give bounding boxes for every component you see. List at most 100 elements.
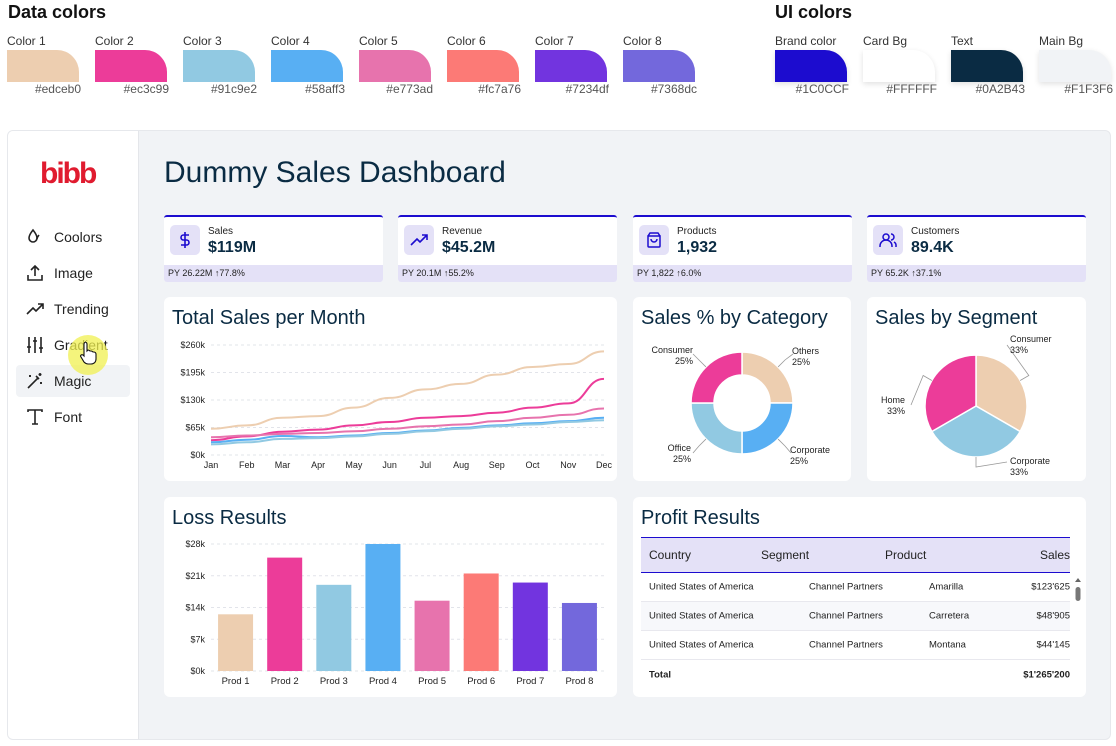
leader-line — [692, 438, 707, 454]
y-tick-label: $14k — [185, 603, 205, 613]
kpi-label: Sales — [208, 226, 234, 237]
slice-label: Others — [792, 346, 820, 356]
table-row[interactable]: United States of America Channel Partner… — [641, 573, 1070, 602]
bag-icon — [639, 225, 669, 255]
swatch-chip[interactable] — [447, 50, 519, 82]
color-swatch[interactable]: Color 6 #fc7a76 — [447, 34, 521, 96]
y-tick-label: $28k — [185, 539, 205, 549]
swatch-label: Brand color — [775, 34, 837, 48]
y-tick-label: $21k — [185, 571, 205, 581]
swatch-label: Color 5 — [359, 34, 398, 48]
swatch-chip[interactable] — [1039, 50, 1111, 82]
color-swatch[interactable]: Color 3 #91c9e2 — [183, 34, 257, 96]
leader-line — [777, 353, 794, 368]
swatch-chip[interactable] — [95, 50, 167, 82]
sidebar-item-label: Coolors — [54, 229, 103, 245]
x-tick-label: Prod 8 — [565, 676, 593, 687]
swatch-chip[interactable] — [623, 50, 695, 82]
table-row[interactable]: United States of America Channel Partner… — [641, 631, 1070, 660]
x-tick-label: Prod 6 — [467, 676, 495, 687]
col-segment[interactable]: Segment — [761, 548, 810, 562]
x-tick-label: Jan — [204, 460, 219, 470]
sidebar-item-font[interactable]: Font — [16, 401, 130, 433]
x-tick-label: Prod 3 — [320, 676, 348, 687]
table-scrollbar[interactable] — [1074, 577, 1082, 603]
kpi-card-products[interactable]: Products 1,932 PY 1,822 ↑6.0% — [633, 215, 852, 282]
slice-pct: 25% — [790, 456, 808, 466]
swatch-chip[interactable] — [535, 50, 607, 82]
swatch-chip[interactable] — [775, 50, 847, 82]
swatch-label: Color 1 — [7, 34, 46, 48]
kpi-card-sales[interactable]: Sales $119M PY 26.22M ↑77.8% — [164, 215, 383, 282]
x-tick-label: Aug — [453, 460, 469, 470]
pie-slice — [975, 354, 1028, 433]
swatch-hex: #edceb0 — [34, 82, 81, 96]
donut-chart[interactable]: Others25%Corporate25%Office25%Consumer25… — [633, 297, 851, 481]
total-value: $1'265'200 — [1023, 669, 1070, 680]
slice-pct: 33% — [887, 406, 905, 416]
chart-title: Sales % by Category — [641, 307, 828, 329]
color-swatch[interactable]: Color 4 #58aff3 — [271, 34, 345, 96]
segment-card: Sales by Segment Consumer 33% Corporate 33%… — [867, 297, 1086, 481]
color-swatch[interactable]: Main Bg #F1F3F6 — [1039, 34, 1113, 96]
loss-results-card: Loss Results $28k $21k $14k $7k $0k Prod 1 Pro… — [164, 497, 617, 697]
drops-icon — [24, 228, 46, 246]
x-tick-label: Prod 4 — [369, 676, 397, 687]
kpi-footer: PY 1,822 ↑6.0% — [633, 265, 852, 282]
color-swatch[interactable]: Text #0A2B43 — [951, 34, 1025, 96]
sidebar-item-label: Trending — [54, 301, 109, 317]
color-swatch[interactable]: Color 1 #edceb0 — [7, 34, 81, 96]
col-country[interactable]: Country — [649, 548, 692, 562]
swatch-hex: #ec3c99 — [123, 82, 169, 96]
y-tick-label: $65k — [185, 423, 205, 433]
bar — [463, 573, 499, 671]
sliders-icon — [24, 336, 46, 354]
color-swatch[interactable]: Color 2 #ec3c99 — [95, 34, 169, 96]
slice-label: Consumer — [651, 345, 693, 355]
color-swatch[interactable]: Brand color #1C0CCF — [775, 34, 849, 96]
x-tick-label: Jun — [382, 460, 397, 470]
sidebar: bibb Coolors Image Trending Gradient — [8, 131, 139, 739]
sidebar-item-magic[interactable]: Magic — [16, 365, 130, 397]
color-swatch[interactable]: Color 5 #e773ad — [359, 34, 433, 96]
kpi-card-revenue[interactable]: Revenue $45.2M PY 20.1M ↑55.2% — [398, 215, 617, 282]
swatch-chip[interactable] — [7, 50, 79, 82]
sidebar-item-trending[interactable]: Trending — [16, 293, 130, 325]
x-tick-label: Sep — [489, 460, 505, 470]
chart-title: Loss Results — [172, 507, 287, 529]
kpi-label: Revenue — [442, 226, 483, 237]
cell-sales: $48'905 — [1036, 610, 1070, 622]
table-row[interactable]: United States of America Channel Partner… — [641, 602, 1070, 631]
pie-slice — [690, 351, 743, 404]
leader-line — [777, 438, 792, 454]
logo[interactable]: bibb — [40, 157, 97, 190]
pie-slice — [930, 405, 1022, 458]
swatch-chip[interactable] — [951, 50, 1023, 82]
kpi-card-customers[interactable]: Customers 89.4K PY 65.2K ↑37.1% — [867, 215, 1086, 282]
cell-sales: $123'625 — [1031, 581, 1070, 593]
series-line — [210, 407, 605, 439]
swatch-label: Color 6 — [447, 34, 486, 48]
swatch-chip[interactable] — [863, 50, 935, 82]
cell-product: Montana — [929, 639, 966, 651]
sidebar-item-coolors[interactable]: Coolors — [16, 221, 130, 253]
swatch-chip[interactable] — [271, 50, 343, 82]
col-product[interactable]: Product — [885, 548, 927, 562]
leader-line — [975, 457, 1008, 468]
slice-pct: 25% — [792, 357, 810, 367]
swatch-chip[interactable] — [359, 50, 431, 82]
cell-country: United States of America — [649, 639, 754, 651]
col-sales[interactable]: Sales — [1039, 548, 1070, 562]
color-swatch[interactable]: Color 7 #7234df — [535, 34, 609, 96]
swatch-hex: #91c9e2 — [210, 82, 257, 96]
color-swatch[interactable]: Color 8 #7368dc — [623, 34, 697, 96]
leader-line — [692, 353, 707, 368]
sidebar-item-image[interactable]: Image — [16, 257, 130, 289]
leader-line — [910, 374, 933, 406]
bar-chart[interactable]: $28k $21k $14k $7k $0k Prod 1 Prod 2 Prod 3 Prod… — [164, 497, 617, 697]
swatch-chip[interactable] — [183, 50, 255, 82]
color-swatch[interactable]: Card Bg #FFFFFF — [863, 34, 937, 96]
kpi-label: Products — [677, 226, 717, 237]
